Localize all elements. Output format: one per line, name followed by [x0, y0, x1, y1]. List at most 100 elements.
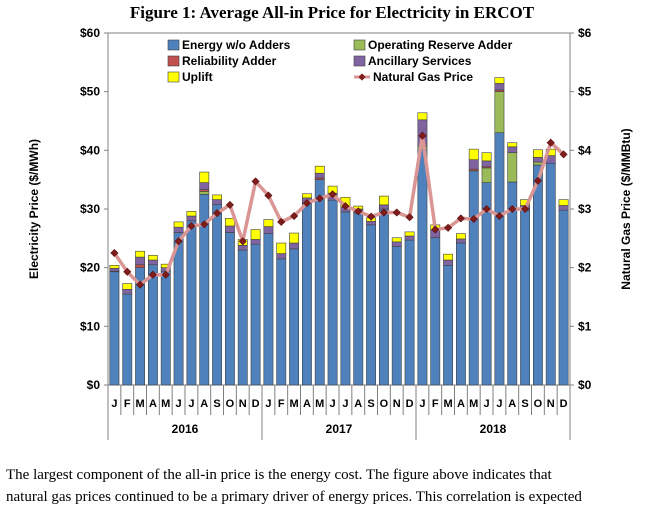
gas-price-point	[123, 267, 132, 276]
bar-segment-uplift	[507, 142, 518, 148]
y-tick-label: $60	[80, 26, 100, 40]
gas-price-point	[546, 138, 555, 147]
gas-price-point	[161, 270, 170, 279]
gas-price-point	[533, 176, 542, 185]
gas-price-point	[110, 248, 119, 258]
y-tick-label: $0	[87, 378, 101, 392]
x-tick-label: M	[161, 398, 170, 410]
x-tick-label: J	[265, 398, 271, 410]
bar-segment-ancillary-services	[507, 146, 518, 153]
legend-label: Reliability Adder	[182, 54, 277, 68]
x-year-label: 2018	[480, 422, 507, 436]
bar-segment-ancillary-services	[532, 157, 543, 163]
gas-price-point	[521, 204, 530, 214]
gas-price-point	[302, 199, 311, 208]
bar-segment-ancillary-services	[276, 253, 287, 260]
bar-segment-ancillary-services	[455, 238, 466, 244]
bar-segment-uplift	[225, 218, 235, 227]
x-tick-label: D	[406, 398, 414, 410]
bar-segment-uplift	[314, 165, 325, 174]
bar-segment-uplift	[417, 112, 428, 121]
bar-segment-energy-w-o-adders	[301, 202, 312, 386]
x-year-label: 2017	[326, 422, 353, 436]
x-tick-label: A	[200, 398, 208, 410]
figure-title: Figure 1: Average All-in Price for Elect…	[129, 3, 535, 22]
bar-segment-energy-w-o-adders	[468, 170, 479, 386]
x-tick-label: J	[419, 398, 425, 410]
bar-segment-operating-reserve-adder	[507, 152, 518, 183]
bar-segment-uplift	[276, 242, 287, 254]
chart: $0 $10 $20 $30 $40 $50 $60 $0 $1 $2 $3 $4 $5 $6 Electr…	[27, 26, 633, 440]
x-tick-label: J	[176, 398, 182, 410]
y-tick-label: $40	[80, 143, 100, 157]
x-tick-label: M	[443, 398, 452, 410]
x-tick-label: M	[289, 398, 298, 410]
x-tick-label: A	[354, 398, 362, 410]
bar-segment-ancillary-services	[109, 267, 120, 272]
bar-segment-uplift	[455, 233, 466, 240]
bar-segment-energy-w-o-adders	[520, 209, 531, 386]
bar-segment-uplift	[122, 283, 133, 290]
gas-price-point	[559, 150, 568, 159]
bar-segment-energy-w-o-adders	[109, 271, 120, 386]
bar-segment-uplift	[532, 149, 543, 158]
gas-price-point	[290, 211, 299, 221]
bar-segment-energy-w-o-adders	[250, 243, 261, 386]
bar-segment-uplift	[135, 250, 146, 258]
gas-price-point	[444, 223, 453, 232]
legend-label: Operating Reserve Adder	[368, 38, 513, 52]
x-tick-label: A	[149, 398, 157, 410]
bar-segment-uplift	[148, 255, 158, 261]
x-tick-label: S	[367, 398, 374, 410]
bar-segment-ancillary-services	[443, 259, 453, 266]
gas-price-point	[148, 270, 157, 279]
legend-label: Energy w/o Adders	[182, 38, 291, 52]
x-tick-label: A	[508, 398, 516, 410]
x-tick-label: A	[303, 398, 311, 410]
bar-segment-ancillary-services	[199, 182, 210, 190]
gas-price-point	[508, 204, 517, 214]
x-tick-label: J	[496, 398, 502, 410]
bar-segment-uplift	[250, 229, 261, 240]
gas-price-point	[392, 208, 401, 217]
gas-price-point	[482, 204, 491, 214]
bar-segment-ancillary-services	[135, 256, 146, 266]
gas-price-point	[200, 220, 209, 229]
x-tick-label: J	[342, 398, 348, 410]
bar-segment-energy-w-o-adders	[494, 132, 505, 386]
bar-segment-operating-reserve-adder	[481, 167, 492, 183]
caption-line: natural gas prices continued to be a pri…	[6, 489, 582, 505]
y-tick-label: $10	[80, 319, 100, 333]
bar-segment-energy-w-o-adders	[353, 212, 364, 386]
bar-segment-uplift	[391, 237, 402, 243]
x-tick-label: F	[124, 398, 131, 410]
x-tick-label: J	[111, 398, 117, 410]
x-tick-label: D	[252, 398, 260, 410]
bar-segment-reliability-adder	[135, 264, 146, 268]
bar-segment-energy-w-o-adders	[160, 270, 171, 386]
bar-segment-ancillary-services	[289, 242, 299, 250]
gas-price-point	[187, 221, 196, 231]
chart-bars	[109, 77, 569, 386]
bar-segment-energy-w-o-adders	[173, 232, 184, 386]
bar-segment-operating-reserve-adder	[199, 191, 210, 195]
y2-tick-label: $0	[578, 378, 592, 392]
x-tick-label: N	[547, 398, 555, 410]
bar-segment-uplift	[494, 77, 505, 84]
bar-segment-uplift	[443, 253, 453, 261]
gas-price-point	[213, 209, 222, 218]
x-tick-label: D	[560, 398, 568, 410]
bar-segment-uplift	[301, 193, 312, 199]
y-axis-label: Electricity Price ($/MWh)	[27, 139, 41, 279]
y2-tick-label: $6	[578, 26, 592, 40]
bar-segment-energy-w-o-adders	[327, 199, 338, 386]
x-tick-label: A	[457, 398, 465, 410]
bar-segment-energy-w-o-adders	[558, 209, 569, 386]
bar-segment-uplift	[109, 265, 120, 269]
bar-segment-ancillary-services	[263, 226, 274, 234]
gas-price-point	[354, 207, 363, 216]
gas-price-point	[264, 191, 273, 200]
bar-segment-uplift	[558, 199, 569, 206]
bar-segment-ancillary-services	[391, 241, 402, 247]
gas-price-point	[431, 225, 440, 234]
